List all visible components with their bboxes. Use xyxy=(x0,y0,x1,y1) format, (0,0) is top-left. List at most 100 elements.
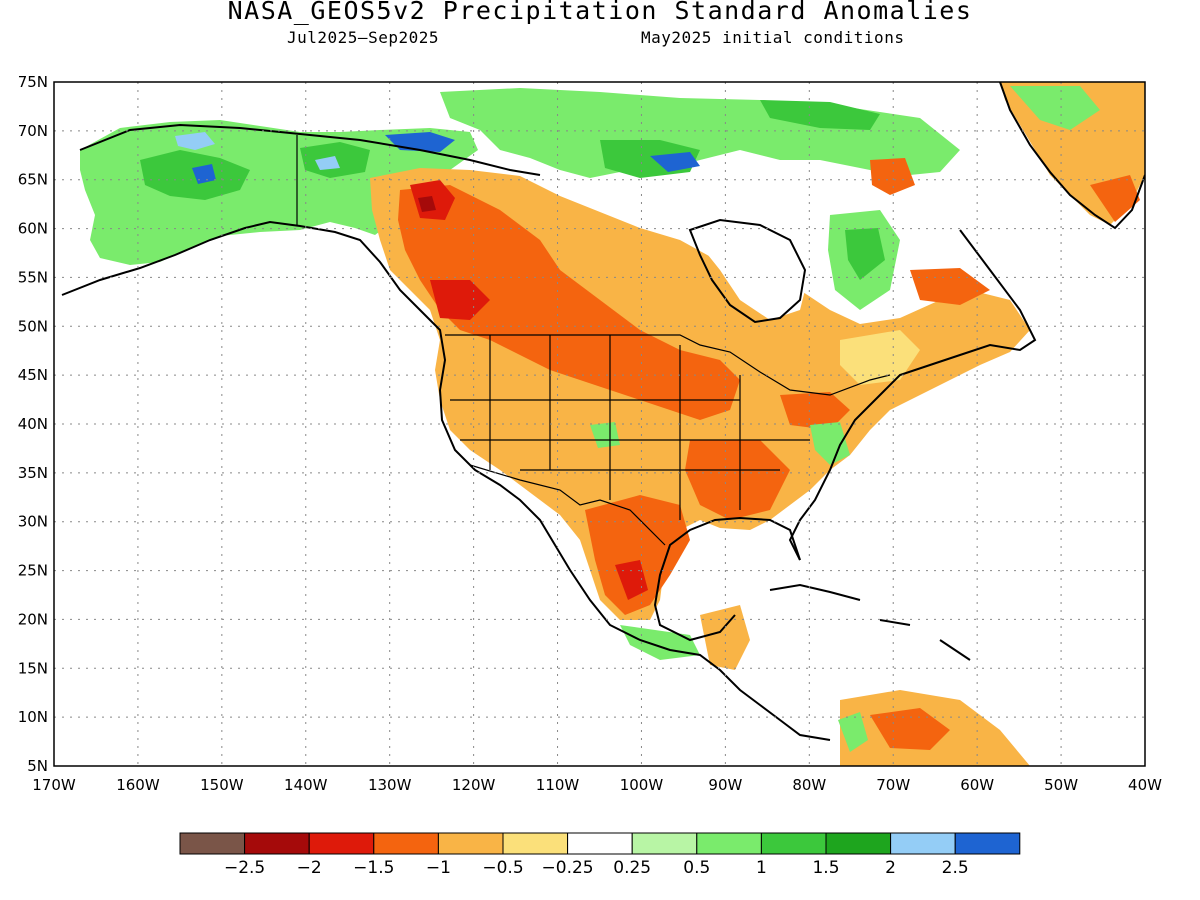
legend-color-box xyxy=(954,832,1021,855)
longitude-tick-label: 140W xyxy=(284,776,328,794)
latitude-tick-label: 60N xyxy=(18,220,48,238)
wa-strong-dry xyxy=(430,280,490,320)
us-mexico-border xyxy=(469,464,666,546)
legend-color-box xyxy=(244,832,310,855)
texas-moderate-dry xyxy=(585,495,690,615)
coastlines xyxy=(61,82,1145,741)
alaska-coast xyxy=(61,220,831,741)
caribbean-islands xyxy=(769,583,971,661)
longitude-tick-label: 100W xyxy=(620,776,664,794)
legend-color-box xyxy=(890,832,956,855)
map-grid xyxy=(54,82,1145,766)
alaska-strong-wet-2 xyxy=(192,164,216,184)
us-canada-border xyxy=(445,334,891,396)
longitude-tick-label: 40W xyxy=(1128,776,1162,794)
political-borders xyxy=(296,135,891,546)
greenland-wet xyxy=(1010,86,1100,130)
latitude-tick-label: 40N xyxy=(18,415,48,433)
colorado-wet xyxy=(590,422,620,448)
legend-color-box xyxy=(437,832,504,855)
greenland-moderate-dry xyxy=(1090,175,1140,222)
longitude-tick-label: 80W xyxy=(792,776,826,794)
mexico-strong-dry xyxy=(615,560,648,600)
legend-tick-label: −0.25 xyxy=(542,858,594,878)
latitude-tick-label: 5N xyxy=(27,757,48,775)
bc-strong-dry-2 xyxy=(418,196,436,212)
longitude-tick-label: 150W xyxy=(200,776,244,794)
east-coast xyxy=(788,229,1037,561)
longitude-tick-label: 60W xyxy=(960,776,994,794)
southamerica-moderate-dry xyxy=(870,708,950,750)
legend-tick-label: 0.5 xyxy=(683,858,710,878)
latitude-tick-label: 75N xyxy=(18,73,48,91)
longitude-tick-label: 50W xyxy=(1044,776,1078,794)
hudson-white xyxy=(690,215,810,320)
legend-tick-label: 2.5 xyxy=(942,858,969,878)
legend-tick-label: −1.5 xyxy=(353,858,394,878)
legend-tick-label: −0.5 xyxy=(482,858,523,878)
legend-color-box xyxy=(502,832,569,855)
legend-color-box xyxy=(696,832,762,855)
longitude-tick-label: 170W xyxy=(32,776,76,794)
legend-color-box xyxy=(373,832,439,855)
latitude-labels: 75N 70N 65N 60N 55N 50N 45N 40N 35N 30N 25N 20N 15N 1… xyxy=(18,73,48,775)
latitude-tick-label: 45N xyxy=(18,366,48,384)
legend-tick-label: −2 xyxy=(297,858,322,878)
legend-color-box xyxy=(567,832,633,855)
legend-labels: −2.5 −2 −1.5 −1 −0.5 −0.25 0.25 0.5 1 1.5 2 2.5 xyxy=(224,858,969,878)
east-light-dry xyxy=(840,330,920,385)
latitude-tick-label: 50N xyxy=(18,317,48,335)
central-america-dry xyxy=(700,605,750,670)
west-moderate-dry xyxy=(398,185,740,420)
legend-tick-label: 0.25 xyxy=(613,858,651,878)
longitude-tick-label: 90W xyxy=(708,776,742,794)
baffin-dry xyxy=(870,158,915,195)
greenland-coast xyxy=(999,82,1145,230)
latitude-tick-label: 70N xyxy=(18,122,48,140)
legend-tick-label: −1 xyxy=(426,858,451,878)
longitude-tick-label: 110W xyxy=(536,776,580,794)
latitude-tick-label: 10N xyxy=(18,708,48,726)
yukon-strong-wet-2 xyxy=(315,156,340,170)
legend-color-box xyxy=(760,832,827,855)
latitude-tick-label: 30N xyxy=(18,513,48,531)
east-moderate-dry xyxy=(780,392,850,430)
latitude-tick-label: 25N xyxy=(18,562,48,580)
latitude-tick-label: 65N xyxy=(18,171,48,189)
longitude-tick-label: 130W xyxy=(368,776,412,794)
us-state-lines xyxy=(450,335,810,520)
southamerica-wet xyxy=(838,712,868,752)
longitude-tick-label: 160W xyxy=(116,776,160,794)
map-frame xyxy=(53,81,1146,767)
southeast-wet xyxy=(810,422,850,465)
legend-tick-label: 1 xyxy=(756,858,767,878)
color-legend xyxy=(179,832,1021,855)
legend-color-box xyxy=(308,832,375,855)
legend-color-box xyxy=(825,832,892,855)
legend-tick-label: −2.5 xyxy=(224,858,265,878)
initial-conditions: May2025 initial conditions xyxy=(641,28,905,47)
legend-tick-label: 2 xyxy=(885,858,896,878)
labrador-dry xyxy=(910,268,990,305)
legend-color-box xyxy=(179,832,246,855)
gulf-coast xyxy=(653,516,801,642)
latitude-tick-label: 55N xyxy=(18,268,48,286)
map-title: NASA_GEOS5v2 Precipitation Standard Anom… xyxy=(227,0,973,25)
south-moderate-dry xyxy=(685,440,790,520)
longitude-labels: 170W 160W 150W 140W 130W 120W 110W 100W 90W 80W 70… xyxy=(32,776,1162,794)
legend-color-box xyxy=(631,832,698,855)
latitude-tick-label: 35N xyxy=(18,464,48,482)
alaska-strong-wet xyxy=(175,132,215,150)
arctic-strong-wet xyxy=(650,152,700,172)
latitude-tick-label: 15N xyxy=(18,659,48,677)
forecast-period: Jul2025–Sep2025 xyxy=(287,28,439,47)
latitude-tick-label: 20N xyxy=(18,610,48,628)
longitude-tick-label: 70W xyxy=(876,776,910,794)
legend-tick-label: 1.5 xyxy=(812,858,839,878)
longitude-tick-label: 120W xyxy=(452,776,496,794)
north-coast xyxy=(79,123,541,176)
arctic-moderate-wet-2 xyxy=(760,100,880,130)
hudson-bay xyxy=(688,218,807,324)
quebec-moderate-wet xyxy=(845,228,885,280)
